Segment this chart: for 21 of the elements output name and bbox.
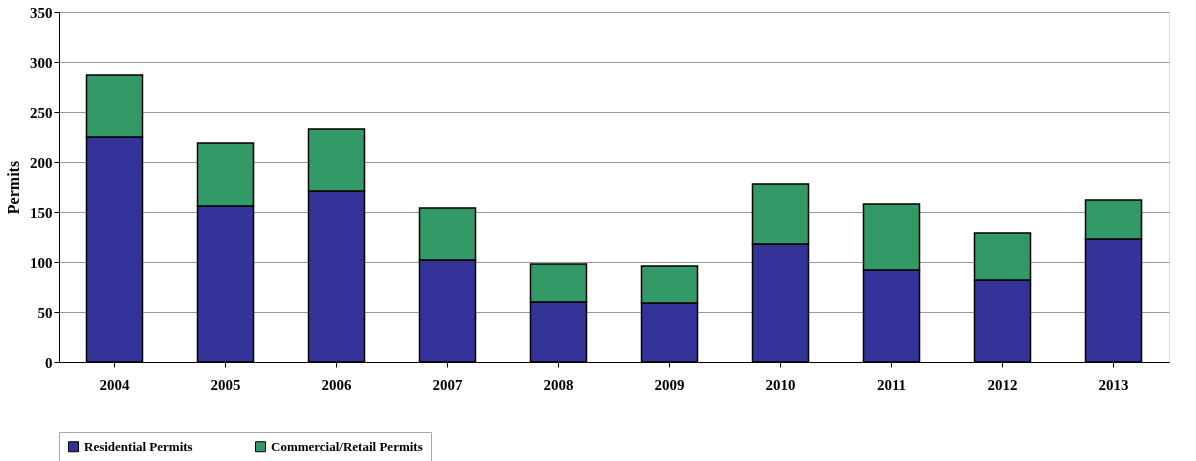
x-tick-label: 2009 — [654, 376, 685, 393]
y-tick-label: 300 — [30, 54, 53, 71]
y-tick-label: 0 — [45, 354, 53, 371]
x-tick-label: 2011 — [876, 376, 907, 393]
x-tick-label: 2012 — [987, 376, 1018, 393]
y-tick-label: 50 — [37, 304, 53, 321]
x-tick-label: 2008 — [543, 376, 574, 393]
x-tick-label: 2005 — [210, 376, 241, 393]
x-tick-label: 2013 — [1098, 376, 1129, 393]
y-tick-label: 150 — [30, 204, 53, 221]
x-tick-label: 2010 — [765, 376, 796, 393]
legend-label: Residential Permits — [84, 438, 193, 454]
y-tick-label: 250 — [30, 104, 53, 121]
y-tick-label: 350 — [30, 4, 53, 21]
y-tick-label: 100 — [30, 254, 53, 271]
y-axis-title: Permits — [5, 160, 22, 215]
x-tick-label: 2007 — [432, 376, 463, 393]
y-tick-label: 200 — [30, 154, 53, 171]
legend-label: Commercial/Retail Permits — [271, 438, 423, 454]
x-tick-label: 2004 — [99, 376, 130, 393]
x-tick-label: 2006 — [321, 376, 352, 393]
